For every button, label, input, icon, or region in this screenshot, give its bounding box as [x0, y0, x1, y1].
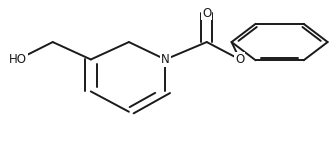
Text: O: O [202, 7, 211, 20]
Text: O: O [235, 53, 244, 66]
Text: HO: HO [9, 53, 27, 66]
Text: N: N [161, 53, 170, 66]
